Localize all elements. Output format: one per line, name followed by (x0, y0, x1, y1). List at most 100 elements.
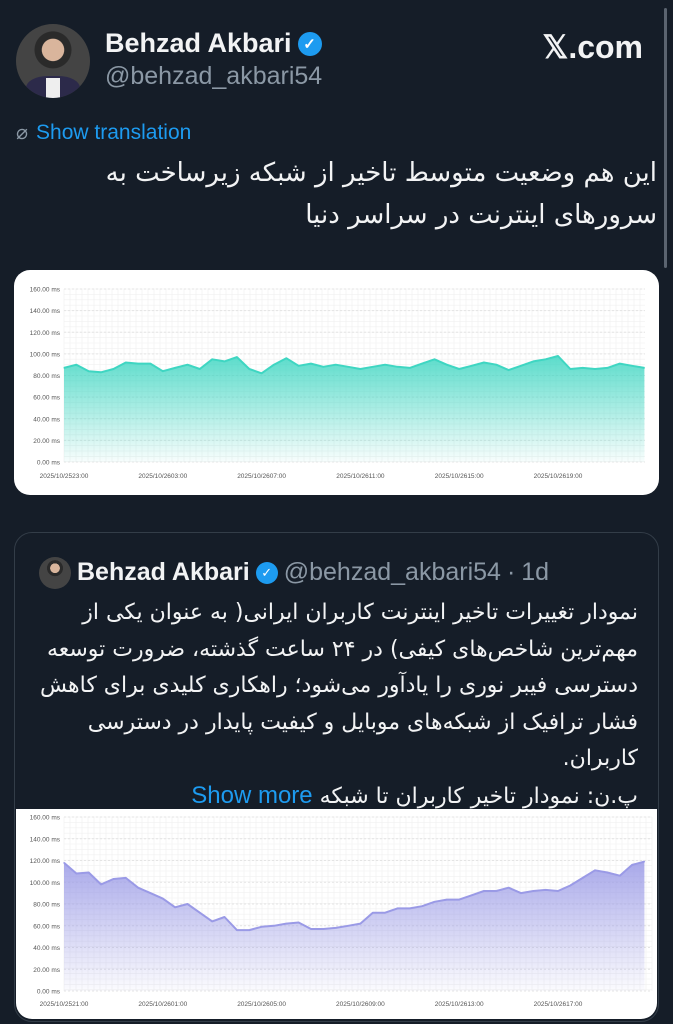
y-tick-label: 100.00 ms (30, 351, 61, 358)
x-tick-label: 2025/10/2603:00 (138, 473, 187, 480)
y-tick-label: 80.00 ms (33, 373, 60, 380)
verified-badge-icon: ✓ (297, 31, 322, 56)
data-point (606, 871, 609, 874)
data-point (335, 927, 337, 929)
data-point (582, 367, 584, 369)
data-point (532, 890, 534, 892)
data-point (223, 916, 226, 918)
data-point (322, 366, 324, 368)
data-point (112, 368, 114, 370)
data-point (433, 901, 436, 903)
data-point (162, 370, 164, 372)
author-handle[interactable]: @behzad_akbari54 (105, 62, 323, 90)
y-tick-label: 60.00 ms (33, 395, 60, 402)
quoted-tweet[interactable]: Behzad Akbari ✓ @behzad_akbari54 · 1d نم… (14, 532, 659, 1022)
data-point (261, 372, 263, 374)
data-point (285, 357, 287, 359)
data-point (174, 906, 176, 908)
data-point (409, 907, 411, 909)
data-point (149, 892, 152, 894)
data-point (248, 368, 250, 370)
data-point (310, 363, 312, 365)
data-point (545, 358, 547, 360)
data-point (223, 360, 226, 363)
data-point (273, 925, 275, 927)
x-tick-label: 2025/10/2613:00 (435, 1001, 484, 1008)
x-tick-label: 2025/10/2619:00 (534, 473, 583, 480)
y-tick-label: 100.00 ms (30, 880, 61, 887)
author-name[interactable]: Behzad Akbari ✓ (105, 28, 322, 59)
data-point (470, 894, 473, 896)
data-point (174, 367, 176, 369)
separator: · (506, 558, 516, 586)
data-point (149, 363, 152, 365)
data-point (569, 368, 571, 370)
data-point (88, 871, 90, 874)
data-point (186, 903, 189, 905)
x-tick-label: 2025/10/2605:00 (237, 1001, 286, 1008)
latency-chart-iran: 0.00 ms 20.00 ms 40.00 ms 60.00 ms 80.00 ms 1… (30, 815, 653, 1008)
data-point (421, 363, 423, 365)
quoted-text-last: پ.ن: نمودار تاخیر کاربران تا شبکه (319, 783, 638, 809)
data-point (483, 361, 485, 364)
y-tick-label: 120.00 ms (30, 330, 61, 337)
y-tick-label: 0.00 ms (37, 989, 61, 996)
data-point (384, 364, 386, 366)
data-point (162, 897, 164, 900)
data-point (631, 864, 633, 866)
data-point (631, 365, 633, 367)
data-point (137, 363, 139, 365)
data-point (643, 860, 646, 863)
data-point (310, 928, 312, 930)
series-line (63, 355, 645, 375)
show-translation-link[interactable]: ⌀ Show translation (16, 120, 191, 145)
data-point (248, 929, 250, 931)
data-point (508, 369, 510, 371)
chart-card-global[interactable]: 0.00 ms 20.00 ms 40.00 ms 60.00 ms 80.00 ms 1… (14, 270, 659, 495)
data-point (359, 368, 361, 370)
x-tick-label: 2025/10/2615:00 (435, 473, 484, 480)
data-point (396, 907, 399, 909)
x-tick-label: 2025/10/2607:00 (237, 473, 286, 480)
show-translation-label: Show translation (36, 120, 192, 144)
translate-icon: ⌀ (16, 122, 29, 144)
x-tick-label: 2025/10/2617:00 (534, 1001, 583, 1008)
data-point (63, 862, 65, 864)
y-tick-label: 20.00 ms (33, 967, 60, 974)
quoted-text: نمودار تغییرات تاخیر اینترنت کاربران ایر… (28, 595, 638, 815)
data-point (569, 884, 571, 887)
data-point (199, 368, 201, 370)
show-more-link[interactable]: Show more (191, 781, 313, 809)
series-area (64, 356, 645, 462)
data-point (520, 892, 522, 894)
brand-logo: 𝕏.com (542, 29, 643, 65)
data-point (495, 890, 497, 892)
data-point (619, 875, 621, 877)
x-tick-label: 2025/10/2523:00 (40, 473, 89, 480)
data-point (532, 360, 534, 363)
quoted-time: 1d (521, 558, 550, 586)
data-point (384, 912, 386, 914)
data-point (396, 366, 399, 368)
data-point (75, 872, 77, 875)
data-point (137, 887, 139, 889)
x-tick-label: 2025/10/2601:00 (138, 1001, 187, 1008)
data-point (643, 367, 646, 369)
y-tick-label: 60.00 ms (33, 923, 60, 930)
scrollbar[interactable] (664, 8, 667, 268)
quoted-text-body: نمودار تغییرات تاخیر اینترنت کاربران ایر… (39, 600, 638, 771)
series-area (64, 861, 645, 991)
y-tick-label: 160.00 ms (30, 287, 61, 294)
data-point (125, 361, 127, 364)
data-point (211, 920, 213, 922)
data-point (100, 883, 102, 886)
series-line (63, 860, 645, 932)
data-point (421, 905, 423, 907)
latency-chart-global: 0.00 ms 20.00 ms 40.00 ms 60.00 ms 80.00 ms 1… (30, 287, 646, 480)
data-point (199, 912, 201, 914)
quoted-handle: @behzad_akbari54 (283, 558, 501, 586)
avatar[interactable] (16, 24, 90, 98)
data-point (470, 365, 473, 367)
data-point (100, 371, 102, 373)
data-point (458, 899, 460, 901)
